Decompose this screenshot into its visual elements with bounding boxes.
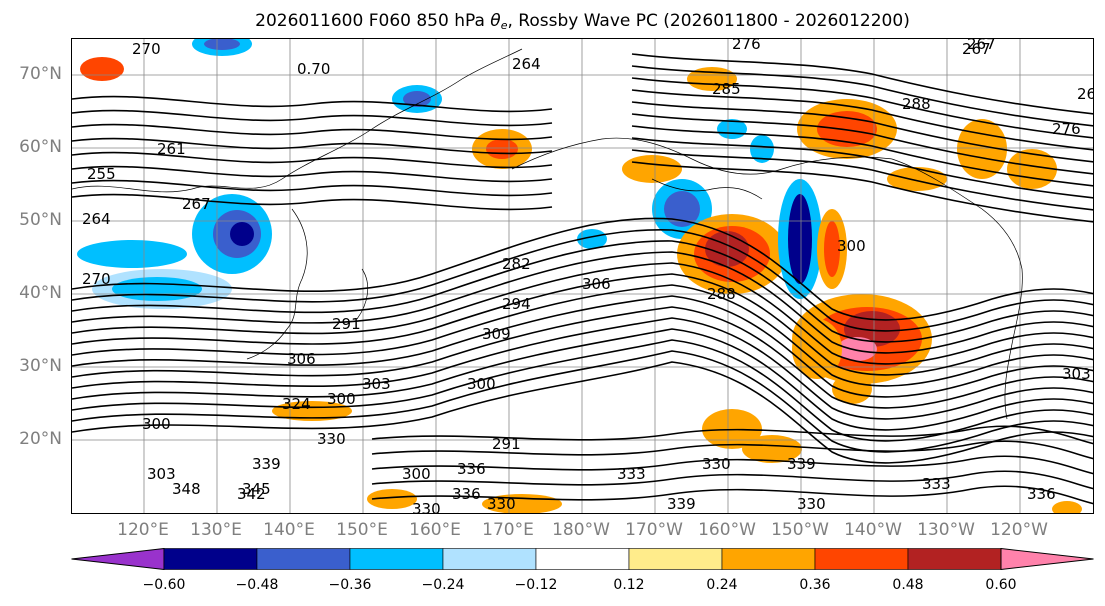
contour-label: 300 <box>327 390 356 408</box>
contour-label: 276 <box>1052 120 1081 138</box>
contour-label: 336 <box>452 485 481 503</box>
map-canvas: 270 0.70 264 276 267 264 285 276 288 267 261 255 267… <box>72 39 1094 514</box>
contour-label: 336 <box>457 460 486 478</box>
lat-label: 50°N <box>19 210 62 230</box>
contour-label: 345 <box>242 480 271 498</box>
lon-label: 140°E <box>263 520 315 540</box>
colorbar-segment <box>163 548 258 570</box>
contour-label: 306 <box>582 275 611 293</box>
contour-label: 264 <box>512 55 541 73</box>
colorbar-tick: 0.36 <box>799 577 831 593</box>
map-title: 2026011600 F060 850 hPa θe, Rossby Wave … <box>255 11 910 32</box>
lat-label: 60°N <box>19 137 62 157</box>
colorbar-segment <box>349 548 444 570</box>
contour-label: 285 <box>712 80 741 98</box>
colorbar-tick: 0.12 <box>613 577 645 593</box>
contour-label: 336 <box>1027 485 1056 503</box>
contour-label: 282 <box>502 255 531 273</box>
lat-label: 20°N <box>19 429 62 449</box>
contour-label: 330 <box>412 500 441 514</box>
colorbar-tick: −0.60 <box>142 577 186 593</box>
lat-label: 40°N <box>19 283 62 303</box>
contour-label: 300 <box>467 375 496 393</box>
anomaly-shading <box>77 39 1082 513</box>
contour-label: 264 <box>82 210 111 228</box>
colorbar-tick: −0.48 <box>235 577 279 593</box>
contour-label: 300 <box>402 465 431 483</box>
lon-label: 160°W <box>698 520 756 540</box>
colorbar-segment <box>442 548 537 570</box>
contour-label: 339 <box>252 455 281 473</box>
contour-label: 339 <box>787 455 816 473</box>
lon-label: 180°W <box>552 520 610 540</box>
contour-label: 267 <box>182 195 211 213</box>
colorbar-segment <box>1000 548 1094 570</box>
lat-label: 30°N <box>19 356 62 376</box>
contour-label: 330 <box>487 495 516 513</box>
colorbar <box>71 548 1094 570</box>
contour-label: 339 <box>667 495 696 513</box>
contour-label: 276 <box>732 39 761 53</box>
lat-label: 70°N <box>19 64 62 84</box>
lon-label: 140°W <box>844 520 902 540</box>
colorbar-tick: −0.36 <box>328 577 372 593</box>
colorbar-tick: 0.48 <box>892 577 924 593</box>
lon-label: 150°W <box>771 520 829 540</box>
contour-label: 324 <box>282 395 311 413</box>
lon-label: 170°E <box>482 520 534 540</box>
contour-label: 261 <box>157 140 186 158</box>
theta-e-contours <box>72 53 1093 505</box>
contour-label: 264 <box>1077 85 1094 103</box>
contour-label: 303 <box>1062 365 1091 383</box>
contour-label: 303 <box>362 375 391 393</box>
contour-label: 342 <box>237 485 266 503</box>
lon-label: 130°W <box>917 520 975 540</box>
contour-labels: 270 0.70 264 276 267 264 285 276 288 267 261 255 267… <box>82 39 1094 514</box>
lon-label: 160°E <box>409 520 461 540</box>
contour-label: 267 <box>962 40 991 58</box>
map-panel: 270 0.70 264 276 267 264 285 276 288 267 261 255 267… <box>71 38 1094 514</box>
contour-label: 333 <box>617 465 646 483</box>
lon-label: 120°E <box>117 520 169 540</box>
colorbar-tick: 0.24 <box>706 577 738 593</box>
colorbar-segment <box>256 548 351 570</box>
contour-label: 300 <box>142 415 171 433</box>
contour-label: 309 <box>482 325 511 343</box>
colorbar-tick: −0.24 <box>421 577 465 593</box>
contour-label: 288 <box>902 95 931 113</box>
contour-label: 303 <box>147 465 176 483</box>
contour-label: 255 <box>87 165 116 183</box>
contour-label: 294 <box>502 295 531 313</box>
colorbar-segment <box>628 548 723 570</box>
contour-label: 330 <box>702 455 731 473</box>
contour-label: 288 <box>707 285 736 303</box>
contour-label: 330 <box>797 495 826 513</box>
contour-label: 267 <box>967 39 996 53</box>
colorbar-tick: −0.12 <box>514 577 558 593</box>
contour-label: 270 <box>82 270 111 288</box>
contour-label: 330 <box>317 430 346 448</box>
colorbar-segment <box>71 548 165 570</box>
lon-label: 170°W <box>625 520 683 540</box>
contour-label: 333 <box>922 475 951 493</box>
contour-label: 270 <box>132 40 161 58</box>
colorbar-segment <box>814 548 909 570</box>
lon-label: 150°E <box>336 520 388 540</box>
contour-label: 348 <box>172 480 201 498</box>
lon-label: 120°W <box>990 520 1048 540</box>
contour-label: 306 <box>287 350 316 368</box>
colorbar-segment <box>535 548 630 570</box>
contour-label: 300 <box>837 237 866 255</box>
contour-label: 0.70 <box>297 60 330 78</box>
colorbar-segment <box>721 548 816 570</box>
contour-label: 291 <box>332 315 361 333</box>
colorbar-segment <box>907 548 1002 570</box>
lon-label: 130°E <box>190 520 242 540</box>
contour-label: 291 <box>492 435 521 453</box>
colorbar-tick: 0.60 <box>985 577 1017 593</box>
graticule <box>72 39 1093 513</box>
